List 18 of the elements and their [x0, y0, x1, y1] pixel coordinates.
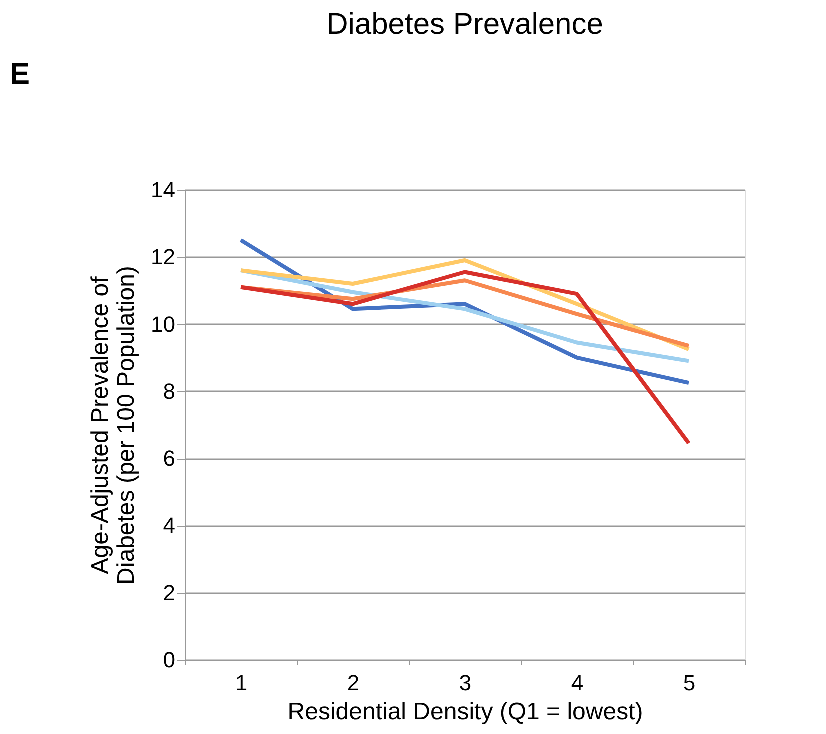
x-tick-label: 2 [347, 670, 360, 696]
x-tick-label: 4 [571, 670, 584, 696]
y-tick-label: 4 [163, 513, 176, 538]
text: E [10, 58, 30, 91]
line-series [239, 270, 691, 446]
x-tick-label: 5 [683, 670, 696, 696]
x-tick-label: 1 [235, 670, 248, 696]
y-tick-label: 12 [151, 244, 176, 270]
x-axis-title: Residential Density (Q1 = lowest) [288, 698, 644, 726]
x-tick-label: 3 [459, 670, 472, 696]
y-tick-label: 14 [151, 178, 176, 202]
y-tick-label: 10 [151, 312, 176, 337]
y-axis-title: Age-Adjusted Prevalence of Diabetes (per 100 Population) [87, 266, 140, 585]
y-tick-label: 8 [163, 378, 176, 404]
y-tick-label: 0 [163, 648, 176, 672]
y-tick-label: 2 [163, 580, 176, 606]
chart-title: Diabetes Prevalence [326, 8, 604, 41]
y-tick-label: 6 [163, 446, 176, 472]
